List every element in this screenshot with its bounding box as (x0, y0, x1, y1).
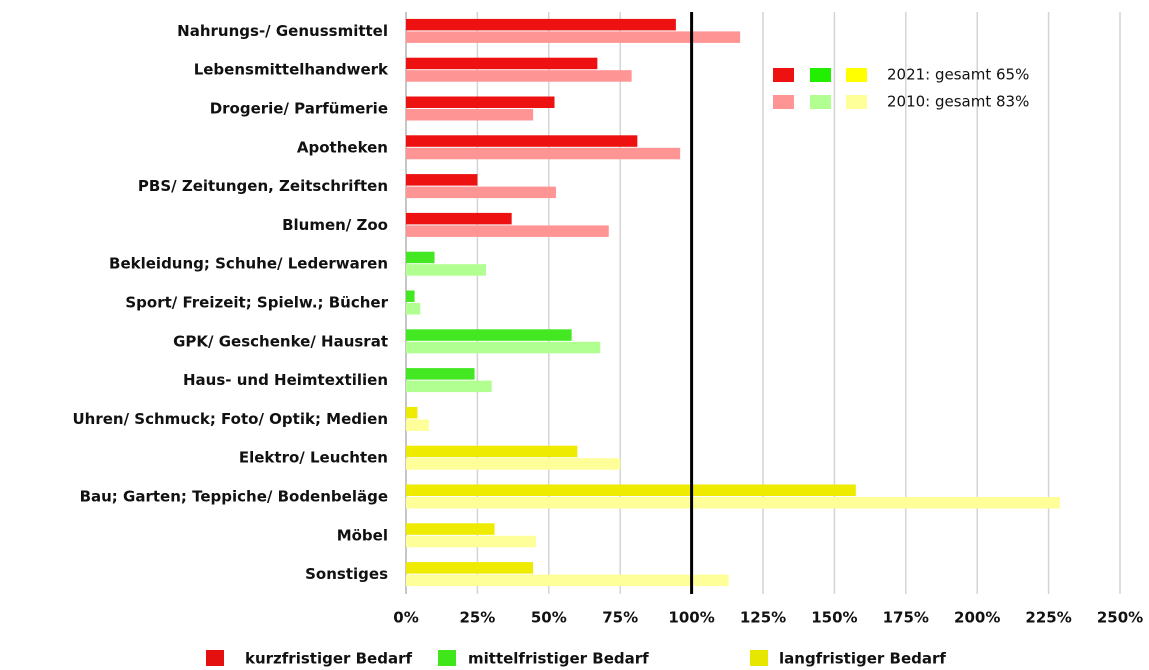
legend-swatch (206, 650, 224, 666)
y-tick-label: Haus- und Heimtextilien (183, 371, 388, 389)
y-tick-label: Möbel (337, 526, 388, 544)
bar (406, 419, 429, 431)
legend-swatch (750, 650, 768, 666)
bar (406, 329, 572, 341)
y-tick-label: Sport/ Freizeit; Spielw.; Bücher (125, 294, 388, 312)
bar (406, 135, 638, 147)
bar (406, 31, 741, 43)
bar (406, 303, 421, 315)
bar (406, 484, 856, 496)
legend-label: 2021: gesamt 65% (887, 66, 1029, 84)
bar (406, 212, 512, 225)
bar (406, 574, 729, 587)
bar (406, 186, 556, 199)
bar (406, 445, 578, 458)
x-tick-label: 25% (459, 609, 495, 627)
y-tick-label: Nahrungs-/ Genussmittel (177, 22, 388, 40)
bar (406, 109, 534, 121)
bar (406, 18, 676, 31)
bar (406, 225, 609, 237)
bar (406, 147, 681, 160)
x-tick-label: 200% (954, 609, 1000, 627)
bar (406, 264, 486, 276)
y-tick-label: Elektro/ Leuchten (239, 449, 388, 467)
y-tick-label: Bau; Garten; Teppiche/ Bodenbeläge (80, 488, 388, 506)
x-tick-label: 250% (1097, 609, 1143, 627)
x-tick-label: 175% (883, 609, 929, 627)
legend-label: kurzfristiger Bedarf (245, 650, 412, 668)
legend-swatch (810, 68, 831, 82)
legend-swatch (846, 68, 867, 82)
y-tick-label: Uhren/ Schmuck; Foto/ Optik; Medien (72, 410, 388, 428)
y-tick-label: Lebensmittelhandwerk (194, 61, 389, 79)
legend-swatch (810, 95, 831, 109)
legend-label: langfristiger Bedarf (779, 650, 946, 668)
bar (406, 96, 555, 108)
x-tick-label: 100% (668, 609, 714, 627)
bar (406, 290, 415, 302)
x-tick-label: 125% (740, 609, 786, 627)
x-tick-label: 75% (602, 609, 638, 627)
y-tick-label: GPK/ Geschenke/ Hausrat (173, 332, 388, 350)
bar (406, 341, 601, 354)
bar (406, 368, 475, 380)
x-tick-label: 50% (531, 609, 567, 627)
y-tick-label: PBS/ Zeitungen, Zeitschriften (138, 177, 388, 195)
bar (406, 562, 534, 574)
legend-swatch (438, 650, 456, 666)
bar (406, 57, 598, 70)
y-tick-label: Apotheken (297, 138, 388, 156)
x-tick-label: 150% (811, 609, 857, 627)
bar (406, 406, 418, 419)
y-tick-label: Sonstiges (305, 565, 388, 583)
x-tick-label: 0% (393, 609, 418, 627)
legend-swatch (846, 95, 867, 109)
bar (406, 535, 536, 548)
bar (406, 251, 435, 264)
legend-label: mittelfristiger Bedarf (468, 650, 649, 668)
legend-swatch (773, 68, 794, 82)
bar (406, 458, 621, 470)
legend-swatch (773, 95, 794, 109)
bar (406, 523, 495, 535)
bar (406, 380, 492, 393)
bar (406, 174, 478, 186)
x-tick-label: 225% (1025, 609, 1071, 627)
bar (406, 497, 1061, 509)
y-tick-label: Bekleidung; Schuhe/ Lederwaren (109, 255, 388, 273)
bar (406, 70, 632, 82)
y-tick-label: Drogerie/ Parfümerie (210, 100, 388, 118)
y-tick-label: Blumen/ Zoo (282, 216, 388, 234)
legend-label: 2010: gesamt 83% (887, 93, 1029, 111)
